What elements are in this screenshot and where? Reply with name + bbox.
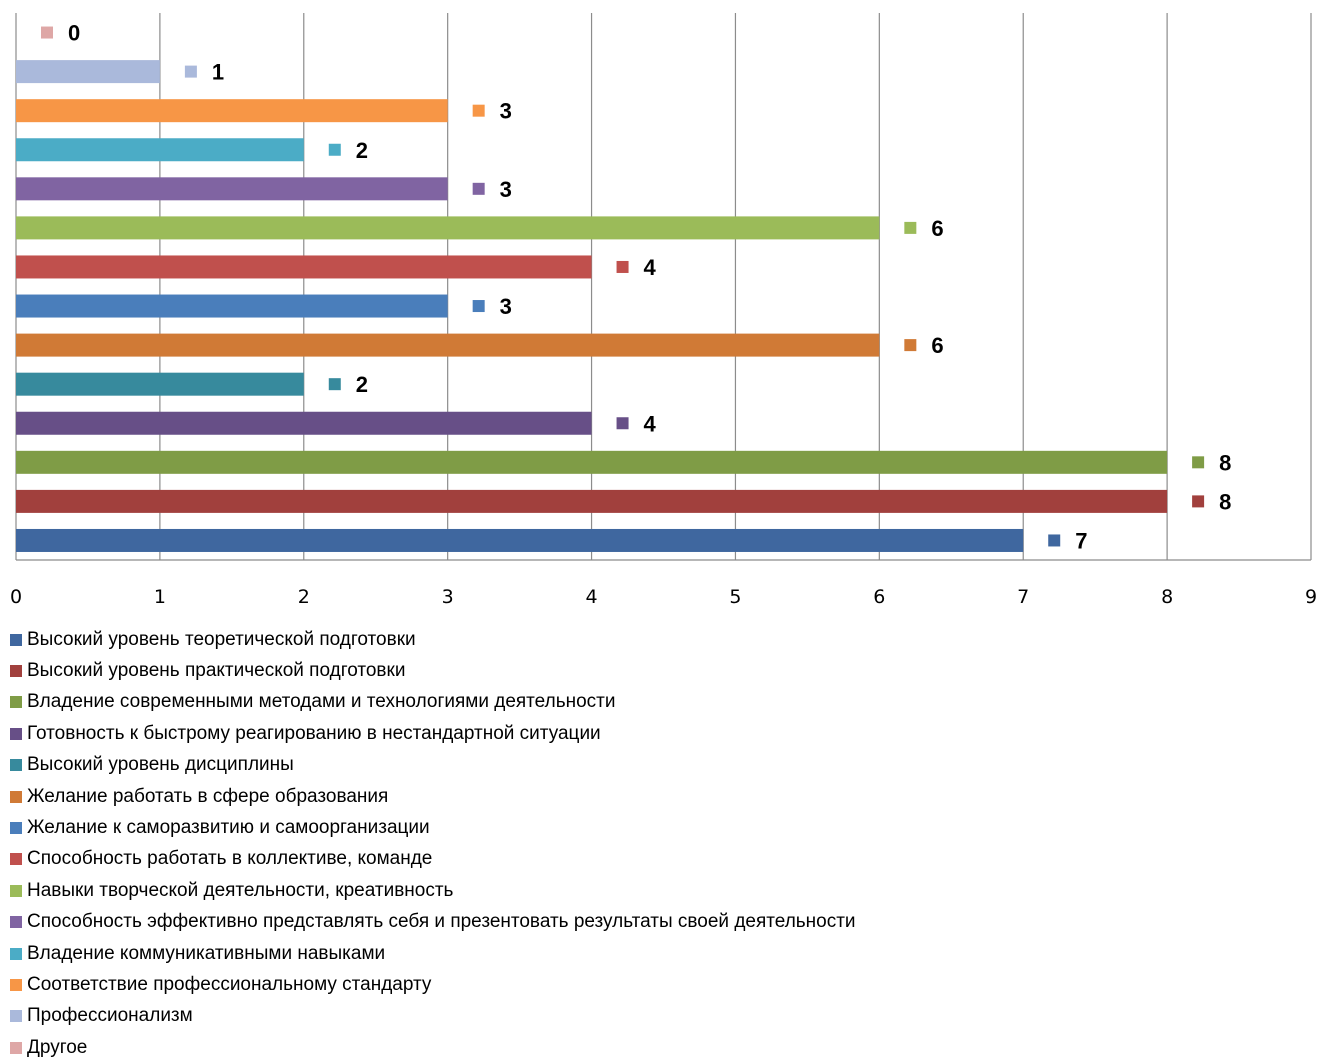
data-label: 4 <box>644 255 657 280</box>
legend-swatch <box>10 1010 22 1023</box>
bar <box>16 372 304 396</box>
x-tick-label: 6 <box>873 586 885 608</box>
data-labels: 7 8 8 4 2 6 3 4 6 3 2 3 1 0 <box>41 21 1231 553</box>
legend-item: Навыки творческой деятельности, креативн… <box>10 875 856 906</box>
x-axis-ticks: 0 1 2 3 4 5 6 7 8 9 <box>10 586 1317 608</box>
data-label: 4 <box>644 411 657 436</box>
x-tick-label: 2 <box>298 586 310 608</box>
data-label-key <box>472 300 485 313</box>
bar <box>16 333 880 357</box>
legend-item: Высокий уровень практической подготовки <box>10 655 856 686</box>
legend-swatch <box>10 633 22 646</box>
x-tick-label: 0 <box>10 586 22 608</box>
bar <box>16 294 448 318</box>
data-label-key <box>616 417 629 430</box>
legend-swatch <box>10 665 22 678</box>
bar <box>16 99 448 123</box>
legend-swatch <box>10 790 22 803</box>
legend-swatch <box>10 853 22 866</box>
data-label-key <box>328 143 341 156</box>
data-label: 0 <box>68 21 80 46</box>
legend-item: Владение современными методами и техноло… <box>10 687 856 718</box>
legend-swatch <box>10 759 22 772</box>
bar <box>16 177 448 201</box>
x-tick-label: 5 <box>729 586 741 608</box>
data-label-key <box>616 260 629 273</box>
data-label: 6 <box>931 216 943 241</box>
legend-label: Готовность к быстрому реагированию в нес… <box>27 722 601 744</box>
legend-item: Другое <box>10 1032 856 1063</box>
data-label: 8 <box>1219 489 1231 514</box>
data-label: 8 <box>1219 450 1231 475</box>
legend-item: Готовность к быстрому реагированию в нес… <box>10 718 856 749</box>
data-label: 6 <box>931 333 943 358</box>
bar <box>16 216 880 240</box>
legend-swatch <box>10 947 22 960</box>
grid-lines <box>15 13 1312 561</box>
legend-item: Владение коммуникативными навыками <box>10 938 856 969</box>
legend-label: Высокий уровень практической подготовки <box>27 660 406 682</box>
legend-label: Навыки творческой деятельности, креативн… <box>27 879 454 901</box>
data-label-key <box>1192 495 1205 508</box>
data-label-key <box>904 221 917 234</box>
data-label: 3 <box>500 294 512 319</box>
legend-label: Желание работать в сфере образования <box>27 785 389 807</box>
bars <box>16 60 1168 552</box>
data-label-key <box>472 104 485 117</box>
data-label: 1 <box>212 60 224 85</box>
data-label-key <box>41 26 53 39</box>
legend-item: Высокий уровень дисциплины <box>10 750 856 781</box>
data-label-key <box>472 182 485 195</box>
bar-chart: 7 8 8 4 2 6 3 4 6 3 2 3 1 0 0 1 2 3 4 5 6 7 8 9 <box>10 13 1317 608</box>
x-tick-label: 9 <box>1305 586 1317 608</box>
legend-label: Владение коммуникативными навыками <box>27 942 386 964</box>
data-label-key <box>328 378 341 391</box>
bar <box>16 528 1024 552</box>
x-tick-label: 3 <box>442 586 454 608</box>
legend-item: Способность работать в коллективе, коман… <box>10 844 856 875</box>
legend-item: Желание к саморазвитию и самоорганизации <box>10 812 856 843</box>
legend-swatch <box>10 727 22 740</box>
x-tick-label: 4 <box>586 586 598 608</box>
legend-label: Профессионализм <box>27 1005 193 1027</box>
legend-item: Профессионализм <box>10 1001 856 1032</box>
data-label: 7 <box>1075 528 1087 553</box>
legend-label: Способность работать в коллективе, коман… <box>27 848 433 870</box>
legend-swatch <box>10 884 22 897</box>
legend-item: Соответствие профессиональному стандарту <box>10 969 856 1000</box>
legend: Высокий уровень теоретической подготовки… <box>10 624 856 1063</box>
legend-item: Способность эффективно представлять себя… <box>10 907 856 938</box>
legend-label: Соответствие профессиональному стандарту <box>27 973 432 995</box>
bar <box>16 450 1168 474</box>
legend-item: Высокий уровень теоретической подготовки <box>10 624 856 655</box>
data-label-key <box>184 65 197 78</box>
legend-label: Высокий уровень дисциплины <box>27 754 294 776</box>
legend-label: Высокий уровень теоретической подготовки <box>27 628 416 650</box>
bar <box>16 138 304 162</box>
data-label: 3 <box>500 99 512 124</box>
legend-label: Желание к саморазвитию и самоорганизации <box>27 817 430 839</box>
legend-swatch <box>10 696 22 709</box>
x-tick-label: 7 <box>1017 586 1029 608</box>
x-tick-label: 8 <box>1161 586 1173 608</box>
x-tick-label: 1 <box>154 586 166 608</box>
data-label-key <box>1192 456 1205 469</box>
bar <box>16 60 160 84</box>
data-label-key <box>904 339 917 352</box>
legend-item: Желание работать в сфере образования <box>10 781 856 812</box>
bar <box>16 489 1168 513</box>
bar <box>16 411 592 435</box>
legend-label: Владение современными методами и техноло… <box>27 691 616 713</box>
data-label-key <box>1048 534 1061 547</box>
legend-swatch <box>10 1041 22 1054</box>
data-label: 2 <box>356 372 368 397</box>
data-label: 3 <box>500 177 512 202</box>
legend-label: Способность эффективно представлять себя… <box>27 911 856 933</box>
legend-swatch <box>10 978 22 991</box>
legend-label: Другое <box>27 1036 88 1058</box>
legend-swatch <box>10 916 22 929</box>
data-label: 2 <box>356 138 368 163</box>
bar <box>16 255 592 279</box>
legend-swatch <box>10 822 22 835</box>
